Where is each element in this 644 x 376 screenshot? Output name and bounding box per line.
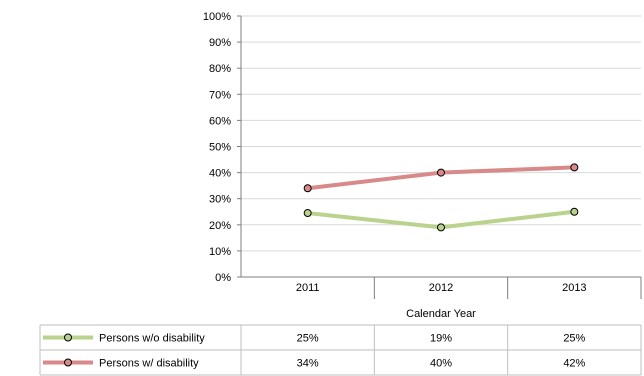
y-tick-label: 40%	[209, 168, 231, 180]
y-tick-label: 30%	[209, 194, 231, 206]
y-tick-label: 10%	[209, 246, 231, 258]
axes	[237, 15, 642, 299]
data-point	[303, 209, 312, 218]
y-tick-label: 20%	[209, 220, 231, 232]
x-tick-label: 2013	[562, 282, 586, 294]
y-tick-label: 50%	[209, 142, 231, 154]
data-point	[570, 207, 579, 216]
y-tick-label: 100%	[203, 11, 231, 23]
series-lines	[303, 163, 579, 232]
y-tick-label: 0%	[215, 272, 231, 284]
data-label: 42%	[563, 358, 585, 370]
legend-key-marker	[64, 358, 72, 367]
data-label: 25%	[563, 333, 585, 345]
data-point	[437, 168, 445, 177]
legend-label: Persons w/ disability	[99, 358, 199, 370]
data-table: Persons w/o disability 25% 19% 25% Persons w…	[39, 324, 642, 376]
gridlines	[241, 15, 641, 252]
data-point	[437, 223, 445, 232]
y-tick-label: 70%	[209, 89, 231, 101]
y-axis-tick-labels: 0% 10% 20% 30% 40% 50% 60% 70% 80% 90% 100%	[203, 11, 231, 284]
x-tick-label: 2012	[429, 282, 453, 294]
data-label: 34%	[297, 358, 319, 370]
data-label: 19%	[430, 333, 452, 345]
x-tick-label: 2011	[296, 282, 320, 294]
y-tick-label: 60%	[209, 115, 231, 127]
data-point	[303, 184, 312, 193]
data-label: 25%	[297, 333, 319, 345]
y-tick-label: 90%	[209, 37, 231, 49]
x-axis-label: Calendar Year	[406, 308, 476, 320]
y-tick-label: 80%	[209, 63, 231, 75]
x-axis-tick-labels: 2011 2012 2013	[296, 282, 587, 294]
legend-label: Persons w/o disability	[99, 333, 205, 345]
legend-key-marker	[64, 333, 72, 342]
data-label: 40%	[430, 358, 452, 370]
data-point	[570, 163, 579, 172]
